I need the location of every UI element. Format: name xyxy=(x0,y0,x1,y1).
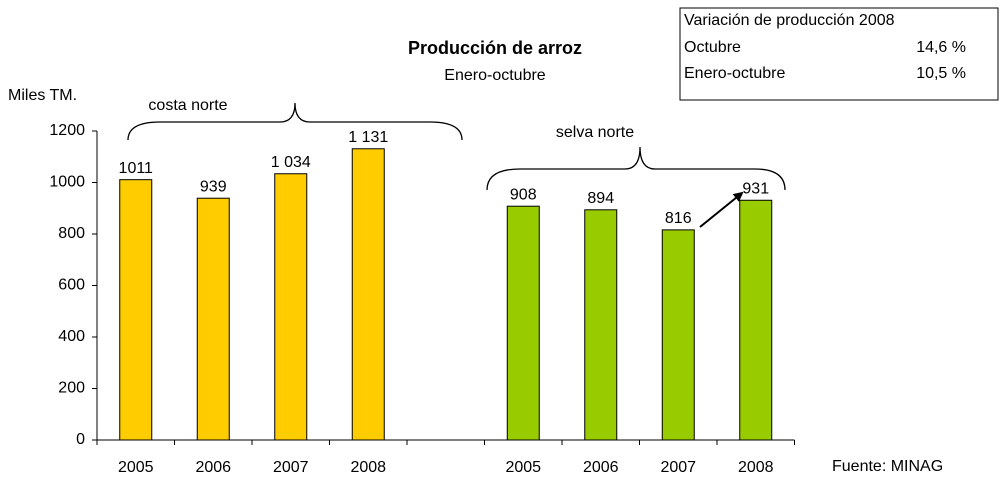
value-label: 1 034 xyxy=(271,154,311,171)
y-tick-label: 1000 xyxy=(49,174,85,191)
bar xyxy=(739,199,773,441)
bar xyxy=(274,173,308,441)
info-row-label: Octubre xyxy=(684,39,741,56)
y-tick-label: 1200 xyxy=(49,122,85,139)
value-label: 816 xyxy=(665,210,692,227)
group-label: selva norte xyxy=(556,124,634,141)
x-tick-label: 2008 xyxy=(738,459,774,476)
bar xyxy=(196,197,230,441)
x-tick-label: 2005 xyxy=(118,459,154,476)
brace xyxy=(127,102,463,141)
y-tick-label: 800 xyxy=(58,225,85,242)
y-tick-label: 200 xyxy=(58,380,85,397)
y-tick-label: 400 xyxy=(58,328,85,345)
value-label: 939 xyxy=(200,178,227,195)
x-tick-label: 2007 xyxy=(660,459,696,476)
bar xyxy=(119,179,153,441)
info-box xyxy=(679,7,999,101)
y-axis-label: Miles TM. xyxy=(8,87,77,104)
x-tick-label: 2006 xyxy=(583,459,619,476)
chart-subtitle: Enero-octubre xyxy=(444,67,545,84)
info-row-label: Enero-octubre xyxy=(684,65,785,82)
info-row-value: 14,6 % xyxy=(916,39,966,56)
info-row-value: 10,5 % xyxy=(916,65,966,82)
y-tick-label: 0 xyxy=(76,431,85,448)
x-tick-label: 2005 xyxy=(505,459,541,476)
value-label: 908 xyxy=(510,186,537,203)
value-label: 1 131 xyxy=(348,129,388,146)
value-label: 931 xyxy=(742,180,769,197)
chart-title: Producción de arroz xyxy=(408,38,582,58)
bar xyxy=(506,205,540,441)
group-label: costa norte xyxy=(148,97,227,114)
bar xyxy=(351,148,385,441)
value-label: 1011 xyxy=(119,160,154,177)
bar xyxy=(661,229,695,441)
arrow xyxy=(699,191,744,228)
x-tick-label: 2007 xyxy=(273,459,309,476)
source: Fuente: MINAG xyxy=(832,458,943,475)
value-label: 894 xyxy=(587,190,614,207)
x-tick-label: 2006 xyxy=(195,459,231,476)
info-title: Variación de producción 2008 xyxy=(684,12,895,29)
bar xyxy=(584,209,618,441)
x-tick-label: 2008 xyxy=(350,459,386,476)
brace xyxy=(486,146,786,191)
y-tick-label: 600 xyxy=(58,277,85,294)
